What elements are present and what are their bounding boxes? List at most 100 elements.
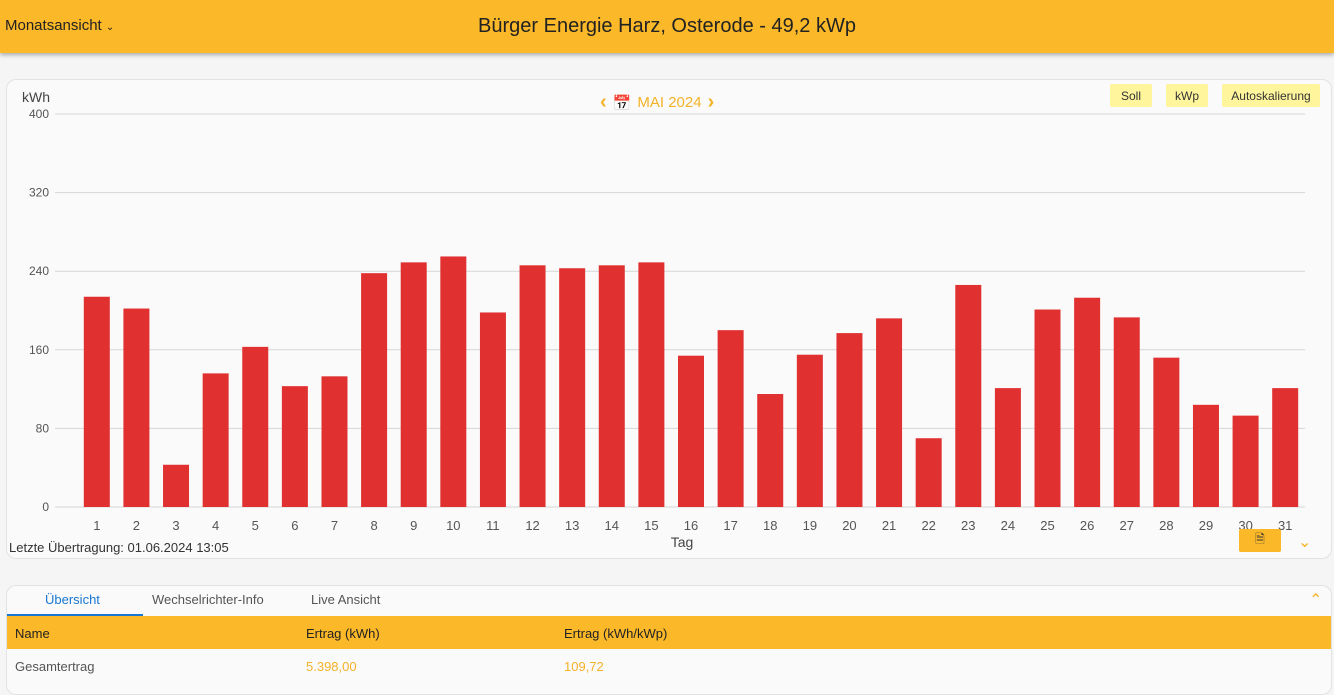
x-tick-label: 27 xyxy=(1120,518,1134,533)
view-selector[interactable]: Monatsansicht ⌄ xyxy=(5,17,114,34)
active-tab-indicator xyxy=(7,614,143,616)
tab-uebersicht[interactable]: Übersicht xyxy=(45,592,100,607)
x-tick-label: 7 xyxy=(331,518,338,533)
chevron-down-icon: ⌄ xyxy=(105,22,115,33)
calendar-icon: 📅 xyxy=(612,94,632,112)
y-tick-label: 240 xyxy=(29,264,49,278)
x-tick-label: 5 xyxy=(252,518,259,533)
table-header: Name Ertrag (kWh) Ertrag (kWh/kWp) xyxy=(7,616,1331,649)
expand-chevron-down-icon[interactable]: ⌄ xyxy=(1298,534,1312,551)
x-tick-label: 3 xyxy=(172,518,179,533)
x-tick-label: 20 xyxy=(842,518,856,533)
tab-live-ansicht[interactable]: Live Ansicht xyxy=(311,592,381,607)
bar-day-25 xyxy=(1034,309,1061,507)
view-label: Monatsansicht xyxy=(5,17,102,34)
bar-day-8 xyxy=(361,273,388,507)
last-transfer: Letzte Übertragung: 01.06.2024 13:05 xyxy=(9,540,229,555)
x-tick-label: 29 xyxy=(1199,518,1213,533)
table-row: Gesamtertrag 5.398,00 109,72 xyxy=(7,649,1331,682)
bar-day-27 xyxy=(1113,317,1140,507)
bar-day-14 xyxy=(598,265,625,507)
x-tick-label: 24 xyxy=(1001,518,1015,533)
x-tick-label: 25 xyxy=(1040,518,1054,533)
y-tick-label: 160 xyxy=(29,343,49,357)
bar-day-23 xyxy=(955,284,982,507)
x-axis-label: Tag xyxy=(671,534,694,550)
col-ertrag-kwp: Ertrag (kWh/kWp) xyxy=(564,626,668,641)
bar-day-4 xyxy=(202,373,229,507)
chevron-right-icon[interactable]: › xyxy=(707,91,715,113)
x-tick-label: 21 xyxy=(882,518,896,533)
bar-day-30 xyxy=(1232,415,1259,507)
bar-day-6 xyxy=(281,386,308,507)
page-title: Bürger Energie Harz, Osterode - 49,2 kWp xyxy=(478,15,856,37)
bar-day-12 xyxy=(519,265,546,507)
collapse-chevron-up-icon[interactable]: ⌃ xyxy=(1309,592,1323,609)
y-tick-label: 400 xyxy=(29,107,49,121)
x-tick-label: 4 xyxy=(212,518,219,533)
col-ertrag: Ertrag (kWh) xyxy=(306,626,380,641)
export-button[interactable]: 🗎 xyxy=(1239,529,1281,552)
bar-day-11 xyxy=(479,312,506,507)
bar-day-31 xyxy=(1272,388,1299,507)
tab-wechselrichter-info[interactable]: Wechselrichter-Info xyxy=(152,592,264,607)
x-tick-label: 12 xyxy=(525,518,539,533)
kwp-button[interactable]: kWp xyxy=(1166,84,1208,107)
x-tick-label: 19 xyxy=(803,518,817,533)
x-tick-label: 2 xyxy=(133,518,140,533)
file-code-icon: 🗎 xyxy=(1255,532,1265,546)
soll-button[interactable]: Soll xyxy=(1110,84,1152,107)
x-tick-label: 9 xyxy=(410,518,417,533)
autoscale-button[interactable]: Autoskalierung xyxy=(1222,84,1320,107)
x-tick-label: 17 xyxy=(723,518,737,533)
bar-day-7 xyxy=(321,376,348,507)
bar-day-2 xyxy=(123,308,150,507)
chevron-left-icon[interactable]: ‹ xyxy=(600,91,607,113)
x-tick-label: 18 xyxy=(763,518,777,533)
y-tick-label: 0 xyxy=(42,500,49,514)
bar-day-21 xyxy=(876,318,903,507)
x-tick-label: 23 xyxy=(961,518,975,533)
x-tick-label: 31 xyxy=(1278,518,1292,533)
bar-day-13 xyxy=(559,268,586,507)
cell-ertrag: 5.398,00 xyxy=(306,659,357,674)
y-axis-label: kWh xyxy=(22,89,50,105)
x-tick-label: 28 xyxy=(1159,518,1173,533)
bar-day-17 xyxy=(717,330,744,507)
bar-day-9 xyxy=(400,262,427,507)
x-tick-label: 11 xyxy=(486,518,500,533)
x-tick-label: 15 xyxy=(644,518,658,533)
x-tick-label: 26 xyxy=(1080,518,1094,533)
bar-day-15 xyxy=(638,262,665,507)
period-nav: ‹ 📅 MAI 2024 › xyxy=(600,91,714,114)
x-tick-label: 16 xyxy=(684,518,698,533)
bar-day-24 xyxy=(994,388,1021,507)
bar-day-1 xyxy=(83,296,110,507)
top-bar: Monatsansicht ⌄ Bürger Energie Harz, Ost… xyxy=(0,0,1334,53)
bar-day-5 xyxy=(242,346,269,507)
bar-day-20 xyxy=(836,333,863,507)
y-tick-label: 320 xyxy=(29,186,49,200)
bar-day-19 xyxy=(796,354,823,507)
bar-day-22 xyxy=(915,438,942,507)
bar-day-28 xyxy=(1153,357,1180,507)
cell-ertrag-kwp: 109,72 xyxy=(564,659,604,674)
y-tick-label: 80 xyxy=(36,421,50,435)
bar-day-29 xyxy=(1192,404,1219,507)
col-name: Name xyxy=(15,626,50,641)
bar-day-26 xyxy=(1074,297,1101,507)
x-tick-label: 14 xyxy=(605,518,619,533)
x-tick-label: 1 xyxy=(93,518,100,533)
summary-card: Übersicht Wechselrichter-Info Live Ansic… xyxy=(6,585,1332,695)
x-tick-label: 6 xyxy=(291,518,298,533)
x-tick-label: 13 xyxy=(565,518,579,533)
x-tick-label: 22 xyxy=(921,518,935,533)
bar-day-18 xyxy=(757,394,784,507)
cell-name: Gesamtertrag xyxy=(15,659,95,674)
period-label[interactable]: MAI 2024 xyxy=(637,94,702,111)
bar-day-10 xyxy=(440,256,467,507)
bar-day-16 xyxy=(678,355,704,507)
x-tick-label: 10 xyxy=(446,518,460,533)
x-tick-label: 8 xyxy=(370,518,377,533)
